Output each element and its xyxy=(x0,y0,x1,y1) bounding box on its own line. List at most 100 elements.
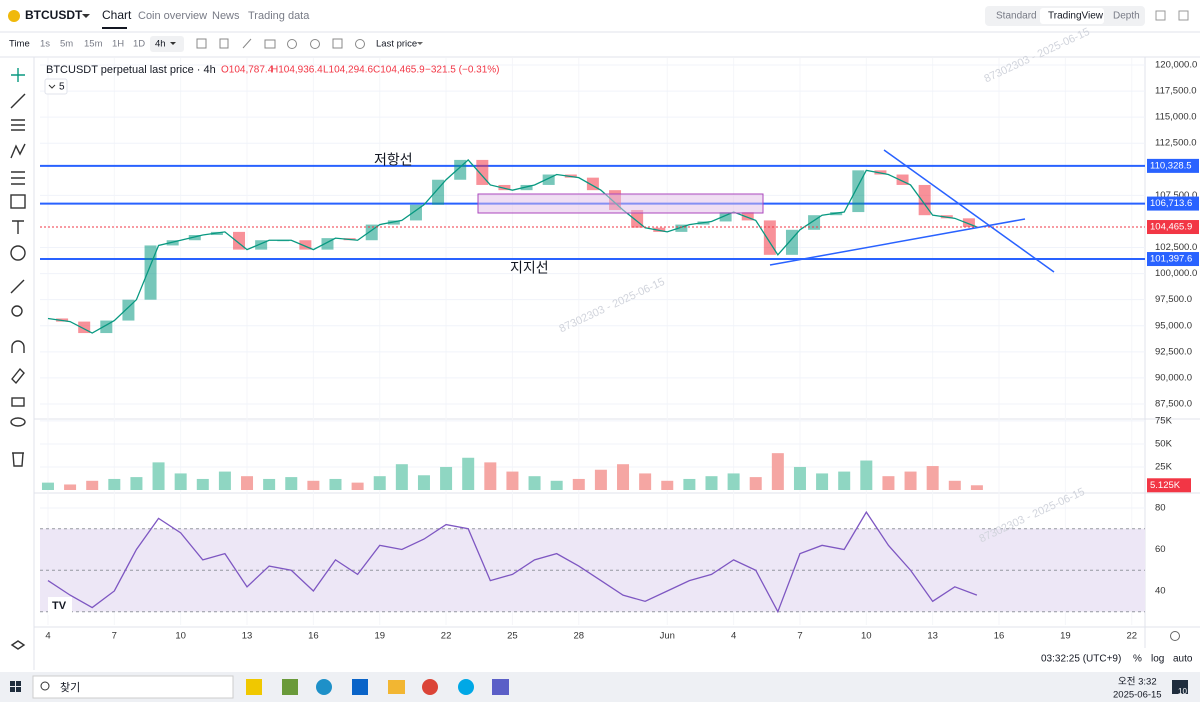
chevron[interactable] xyxy=(48,84,56,89)
view[interactable]: Depth xyxy=(1113,11,1140,22)
y-tick-label: 112,500.0 xyxy=(1155,138,1197,149)
legend-title: BTCUSDT perpetual last price · 4h xyxy=(46,64,216,76)
candle xyxy=(719,212,732,222)
y-tick-label: 97,500.0 xyxy=(1155,294,1192,305)
tab[interactable]: Trading data xyxy=(248,10,310,22)
tab-underline xyxy=(102,27,127,29)
volume-bar xyxy=(948,480,961,490)
series-line xyxy=(47,510,978,614)
dropdown[interactable] xyxy=(170,42,176,45)
candle xyxy=(498,184,511,191)
log[interactable]: log xyxy=(1151,654,1164,665)
search-box[interactable] xyxy=(32,675,234,699)
volume-bar xyxy=(904,471,917,490)
y-tick-label: 80 xyxy=(1155,503,1166,514)
price-type[interactable]: Last price xyxy=(376,39,417,50)
volume-bar xyxy=(307,480,320,490)
volume-bar xyxy=(882,476,895,490)
y-tick-label: 50K xyxy=(1155,438,1173,449)
drawing-tools[interactable] xyxy=(10,68,26,650)
y-tick-label: 25K xyxy=(1155,461,1173,472)
volume-bar xyxy=(816,473,829,490)
volume-bar xyxy=(727,473,740,490)
y-tick-label: 120,000.0 xyxy=(1155,60,1197,71)
volume-bar xyxy=(572,478,585,490)
icon[interactable] xyxy=(1178,10,1189,21)
tab[interactable]: News xyxy=(212,10,240,22)
volume-bar xyxy=(218,471,231,490)
volume-bar xyxy=(351,482,364,490)
interval[interactable]: 4h xyxy=(155,39,166,50)
candle xyxy=(520,184,533,191)
x-tick-label: 22 xyxy=(1126,631,1137,642)
view[interactable]: TradingView xyxy=(1048,11,1104,22)
x-tick-label: 13 xyxy=(242,631,253,642)
candle xyxy=(122,299,135,321)
current-tag xyxy=(1147,220,1199,235)
x-tick-label: 16 xyxy=(308,631,319,642)
volume-bar xyxy=(285,477,298,490)
view-active xyxy=(1040,8,1104,24)
volume-bar xyxy=(838,471,851,490)
auto[interactable]: auto xyxy=(1173,654,1193,665)
volume-bar xyxy=(683,478,696,490)
dropdown[interactable] xyxy=(82,14,90,18)
interval[interactable]: Time xyxy=(9,39,30,50)
volume-bar xyxy=(661,480,674,490)
dropdown[interactable] xyxy=(417,42,423,45)
x-tick-label: 19 xyxy=(374,631,385,642)
tab[interactable]: Coin overview xyxy=(138,10,207,22)
interval[interactable]: 15m xyxy=(84,39,103,50)
volume-bar xyxy=(550,480,563,490)
toolbar-icons xyxy=(196,38,365,49)
interval[interactable]: 1D xyxy=(133,39,145,50)
symbol[interactable]: BTCUSDT xyxy=(25,8,83,22)
x-tick-label: 10 xyxy=(861,631,872,642)
legend-close: C104,465.9 xyxy=(373,65,425,76)
search-icon xyxy=(40,681,50,691)
x-tick-label: 16 xyxy=(994,631,1005,642)
start[interactable] xyxy=(10,681,21,692)
view[interactable]: Standard xyxy=(996,11,1037,22)
candle xyxy=(255,240,268,250)
y-tick-label: 40 xyxy=(1155,585,1166,596)
series-line xyxy=(47,158,978,334)
interval-active xyxy=(150,36,184,52)
current-tag xyxy=(1147,478,1191,493)
level-label: 106,713.6 xyxy=(1150,198,1192,209)
icon[interactable] xyxy=(1155,10,1166,21)
candle xyxy=(321,238,334,250)
volume-bar xyxy=(528,476,541,490)
volume-bar xyxy=(241,476,254,490)
level-label: 101,397.6 xyxy=(1150,254,1192,265)
volume-bar xyxy=(793,466,806,490)
logo: TV xyxy=(52,600,67,612)
interval[interactable]: 1H xyxy=(112,39,124,50)
taskbar-apps[interactable] xyxy=(246,679,509,695)
volume-bar xyxy=(594,469,607,490)
candle xyxy=(166,240,179,246)
y-tick-label: 107,500.0 xyxy=(1155,190,1197,201)
volume-bar xyxy=(705,476,718,490)
tab[interactable]: Chart xyxy=(102,8,132,22)
trend-line xyxy=(769,218,1026,266)
x-tick-label: 10 xyxy=(175,631,186,642)
volume-bar xyxy=(506,471,519,490)
interval[interactable]: 1s xyxy=(40,39,50,50)
percent[interactable]: % xyxy=(1133,654,1142,665)
volume-bar xyxy=(152,462,165,490)
candle xyxy=(896,174,909,185)
settings[interactable] xyxy=(1170,631,1180,641)
notification-icon[interactable] xyxy=(1172,680,1188,694)
volume-bar xyxy=(108,478,121,490)
volume-bar xyxy=(130,477,143,490)
indicator-toggle[interactable] xyxy=(44,78,68,95)
volume-bar xyxy=(329,478,342,490)
indicator-count[interactable]: 5 xyxy=(59,82,65,93)
search-label[interactable]: 찾기 xyxy=(60,681,80,694)
volume-bar xyxy=(440,466,453,490)
level-tag xyxy=(1147,158,1199,173)
y-tick-label: 60 xyxy=(1155,544,1166,555)
interval[interactable]: 5m xyxy=(60,39,73,50)
volume-bar xyxy=(926,466,939,490)
